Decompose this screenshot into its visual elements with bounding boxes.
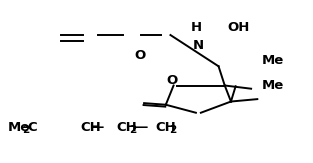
- Text: OH: OH: [227, 21, 249, 34]
- Text: N: N: [193, 39, 204, 52]
- Text: CH: CH: [80, 121, 100, 134]
- Text: CH: CH: [116, 121, 137, 134]
- Text: Me: Me: [262, 54, 284, 67]
- Text: Me: Me: [262, 79, 284, 92]
- Text: —: —: [134, 121, 148, 134]
- Text: —: —: [90, 121, 104, 134]
- Text: CH: CH: [156, 121, 176, 134]
- Text: 2: 2: [23, 125, 30, 135]
- Text: O: O: [134, 49, 146, 62]
- Text: 2: 2: [169, 125, 176, 135]
- Text: 2: 2: [130, 125, 137, 135]
- Text: Me: Me: [8, 121, 30, 134]
- Text: O: O: [166, 74, 177, 87]
- Text: H: H: [191, 21, 202, 34]
- Text: C: C: [27, 121, 37, 134]
